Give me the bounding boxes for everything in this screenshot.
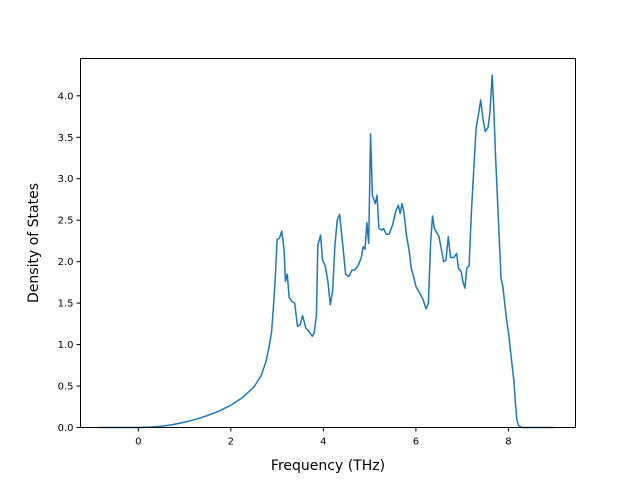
x-axis-ticks: 0 2 4 6 8	[135, 427, 512, 448]
y-tick-label: 4.0	[58, 91, 74, 102]
y-tick-label: 0.5	[58, 382, 74, 393]
y-tick-label: 0.0	[58, 423, 74, 434]
y-tick-label: 3.5	[58, 133, 74, 144]
y-tick-label: 2.5	[58, 216, 74, 227]
x-axis-label: Frequency (THz)	[271, 458, 385, 474]
x-tick-label: 0	[135, 437, 141, 448]
x-tick-label: 2	[228, 437, 234, 448]
x-tick-label: 4	[320, 437, 326, 448]
x-tick-label: 8	[505, 437, 511, 448]
axes-frame	[80, 58, 576, 428]
y-tick-label: 1.5	[58, 299, 74, 310]
y-tick-label: 2.0	[58, 257, 74, 268]
y-tick-label: 1.0	[58, 340, 74, 351]
y-tick-label: 3.0	[58, 174, 74, 185]
x-tick-label: 6	[413, 437, 419, 448]
y-axis-ticks: 0.0 0.5 1.0 1.5 2.0 2.5 3.0 3.5 4.0	[58, 91, 81, 434]
plot-area	[99, 74, 555, 429]
y-axis-label: Density of States	[26, 183, 42, 303]
dos-line-series-0	[99, 74, 555, 429]
